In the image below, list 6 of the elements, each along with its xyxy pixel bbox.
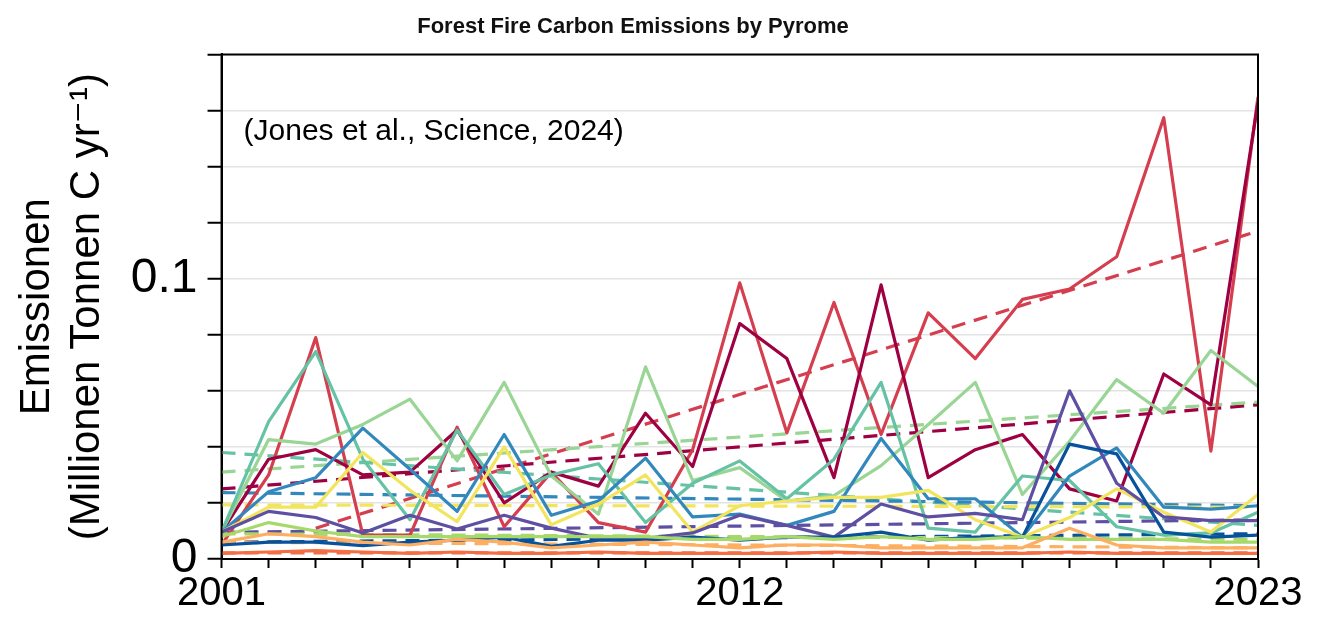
annotation: (Jones et al., Science, 2024) <box>243 112 624 146</box>
x-tick-label: 2012 <box>695 569 785 614</box>
y-tick-label: 0.1 <box>130 248 198 302</box>
x-tick-label: 2023 <box>1213 569 1303 614</box>
chart-title: Forest Fire Carbon Emissions by Pyrome <box>417 13 849 39</box>
y-axis-title: Emissionen (Millionen Tonnen C yr⁻¹) <box>10 73 109 541</box>
